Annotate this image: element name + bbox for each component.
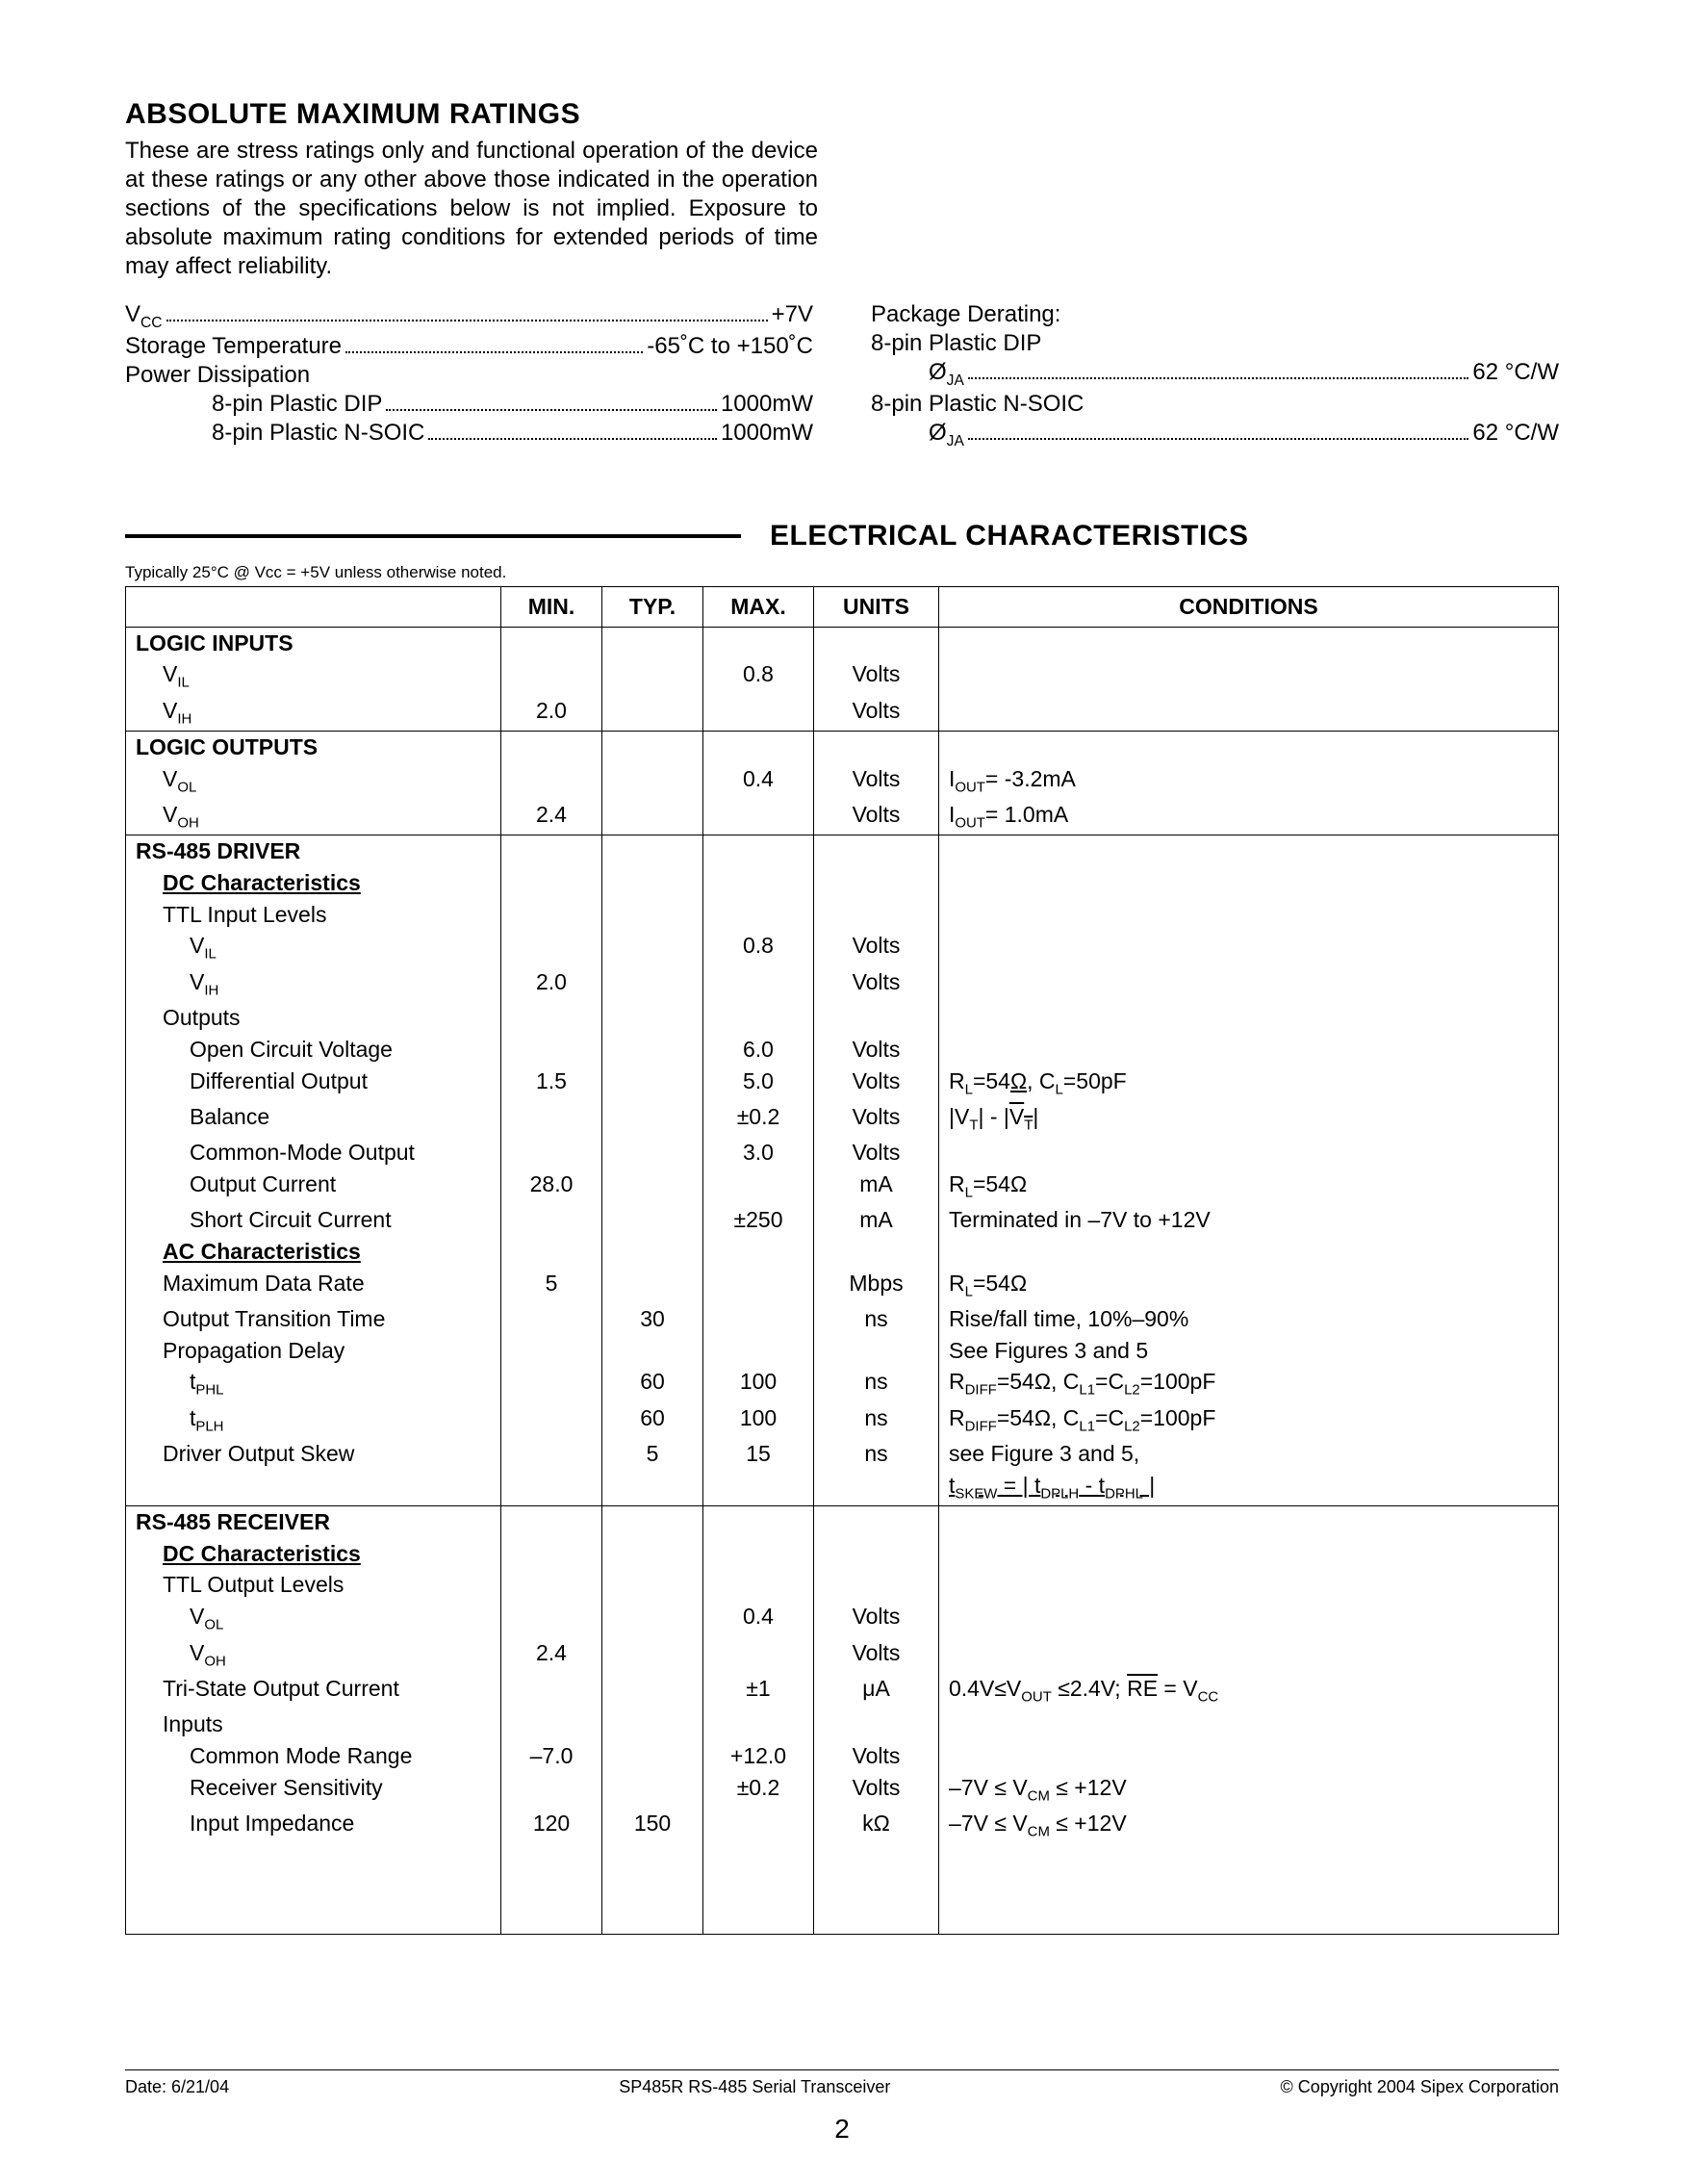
derating-dip-label: 8-pin Plastic DIP	[871, 329, 1559, 358]
table-row: Receiver Sensitivity±0.2Volts–7V ≤ VCM ≤…	[126, 1772, 1559, 1808]
elec-header-row: ELECTRICAL CHARACTERISTICS	[125, 518, 1559, 554]
ratings-columns: VCC +7V Storage Temperature -65˚C to +15…	[125, 300, 1559, 451]
elec-title: ELECTRICAL CHARACTERISTICS	[770, 518, 1248, 554]
table-row: tSKEW = | tDPLH - tDPHL |	[126, 1470, 1559, 1506]
table-row: Differential Output1.55.0VoltsRL=54Ω, CL…	[126, 1066, 1559, 1101]
table-row: VIH2.0Volts	[126, 966, 1559, 1002]
table-row: VOL0.4Volts	[126, 1601, 1559, 1636]
elec-note: Typically 25°C @ Vcc = +5V unless otherw…	[125, 562, 1559, 582]
table-row: VOH2.4VoltsIOUT= 1.0mA	[126, 799, 1559, 835]
footer-center: SP485R RS-485 Serial Transceiver	[619, 2076, 890, 2098]
table-row: LOGIC OUTPUTS	[126, 731, 1559, 762]
table-row: tPLH60100nsRDIFF=54Ω, CL1=CL2=100pF	[126, 1402, 1559, 1438]
table-row: AC Characteristics	[126, 1236, 1559, 1268]
elec-characteristics-table: MIN. TYP. MAX. UNITS CONDITIONS LOGIC IN…	[125, 586, 1559, 1935]
table-row: RS-485 DRIVER	[126, 835, 1559, 867]
table-row: Propagation DelaySee Figures 3 and 5	[126, 1335, 1559, 1367]
table-row: Outputs	[126, 1002, 1559, 1034]
table-row: RS-485 RECEIVER	[126, 1505, 1559, 1537]
table-row: DC Characteristics	[126, 867, 1559, 899]
table-row: Open Circuit Voltage6.0Volts	[126, 1034, 1559, 1066]
table-row	[126, 1843, 1559, 1935]
table-row: Common-Mode Output3.0Volts	[126, 1137, 1559, 1169]
table-row: Inputs	[126, 1709, 1559, 1740]
table-row: Input Impedance120150kΩ–7V ≤ VCM ≤ +12V	[126, 1808, 1559, 1843]
table-row: VOL0.4VoltsIOUT= -3.2mA	[126, 763, 1559, 799]
table-row: VIL0.8Volts	[126, 930, 1559, 965]
table-row: Maximum Data Rate5MbpsRL=54Ω	[126, 1268, 1559, 1303]
footer-right: © Copyright 2004 Sipex Corporation	[1281, 2076, 1559, 2098]
table-row: Output Current28.0mARL=54Ω	[126, 1169, 1559, 1204]
table-row: VIH2.0Volts	[126, 695, 1559, 732]
footer-date: Date: 6/21/04	[125, 2076, 229, 2098]
derating-dip-value: ØJA 62 °C/W	[871, 358, 1559, 390]
table-row: tPHL60100nsRDIFF=54Ω, CL1=CL2=100pF	[126, 1366, 1559, 1401]
section-title: ABSOLUTE MAXIMUM RATINGS	[125, 96, 1559, 133]
table-row: TTL Input Levels	[126, 899, 1559, 931]
table-row: VIL0.8Volts	[126, 658, 1559, 694]
rating-vcc: VCC +7V	[125, 300, 813, 332]
table-row: Balance±0.2Volts|VT| - |VT|	[126, 1101, 1559, 1137]
horizontal-rule	[125, 534, 741, 538]
rating-pd-nsoic: 8-pin Plastic N-SOIC 1000mW	[125, 419, 813, 448]
rating-storage-temp: Storage Temperature -65˚C to +150˚C	[125, 332, 813, 361]
table-header-row: MIN. TYP. MAX. UNITS CONDITIONS	[126, 586, 1559, 627]
table-row: Output Transition Time30nsRise/fall time…	[126, 1303, 1559, 1335]
page-number: 2	[125, 2112, 1559, 2145]
page-footer: Date: 6/21/04 SP485R RS-485 Serial Trans…	[125, 2069, 1559, 2098]
intro-text: These are stress ratings only and functi…	[125, 137, 818, 281]
rating-power-dissipation-label: Power Dissipation	[125, 361, 813, 390]
table-row: VOH2.4Volts	[126, 1637, 1559, 1673]
table-row: TTL Output Levels	[126, 1569, 1559, 1601]
table-row: Short Circuit Current±250mATerminated in…	[126, 1204, 1559, 1236]
table-row: Driver Output Skew515nssee Figure 3 and …	[126, 1438, 1559, 1470]
table-row: Common Mode Range–7.0+12.0Volts	[126, 1740, 1559, 1772]
table-row: Tri-State Output Current±1μA0.4V≤VOUT ≤2…	[126, 1673, 1559, 1709]
derating-nsoic-label: 8-pin Plastic N-SOIC	[871, 390, 1559, 419]
rating-pd-dip: 8-pin Plastic DIP 1000mW	[125, 390, 813, 419]
derating-label: Package Derating:	[871, 300, 1559, 329]
derating-nsoic-value: ØJA 62 °C/W	[871, 419, 1559, 450]
table-row: DC Characteristics	[126, 1538, 1559, 1570]
table-row: LOGIC INPUTS	[126, 627, 1559, 658]
